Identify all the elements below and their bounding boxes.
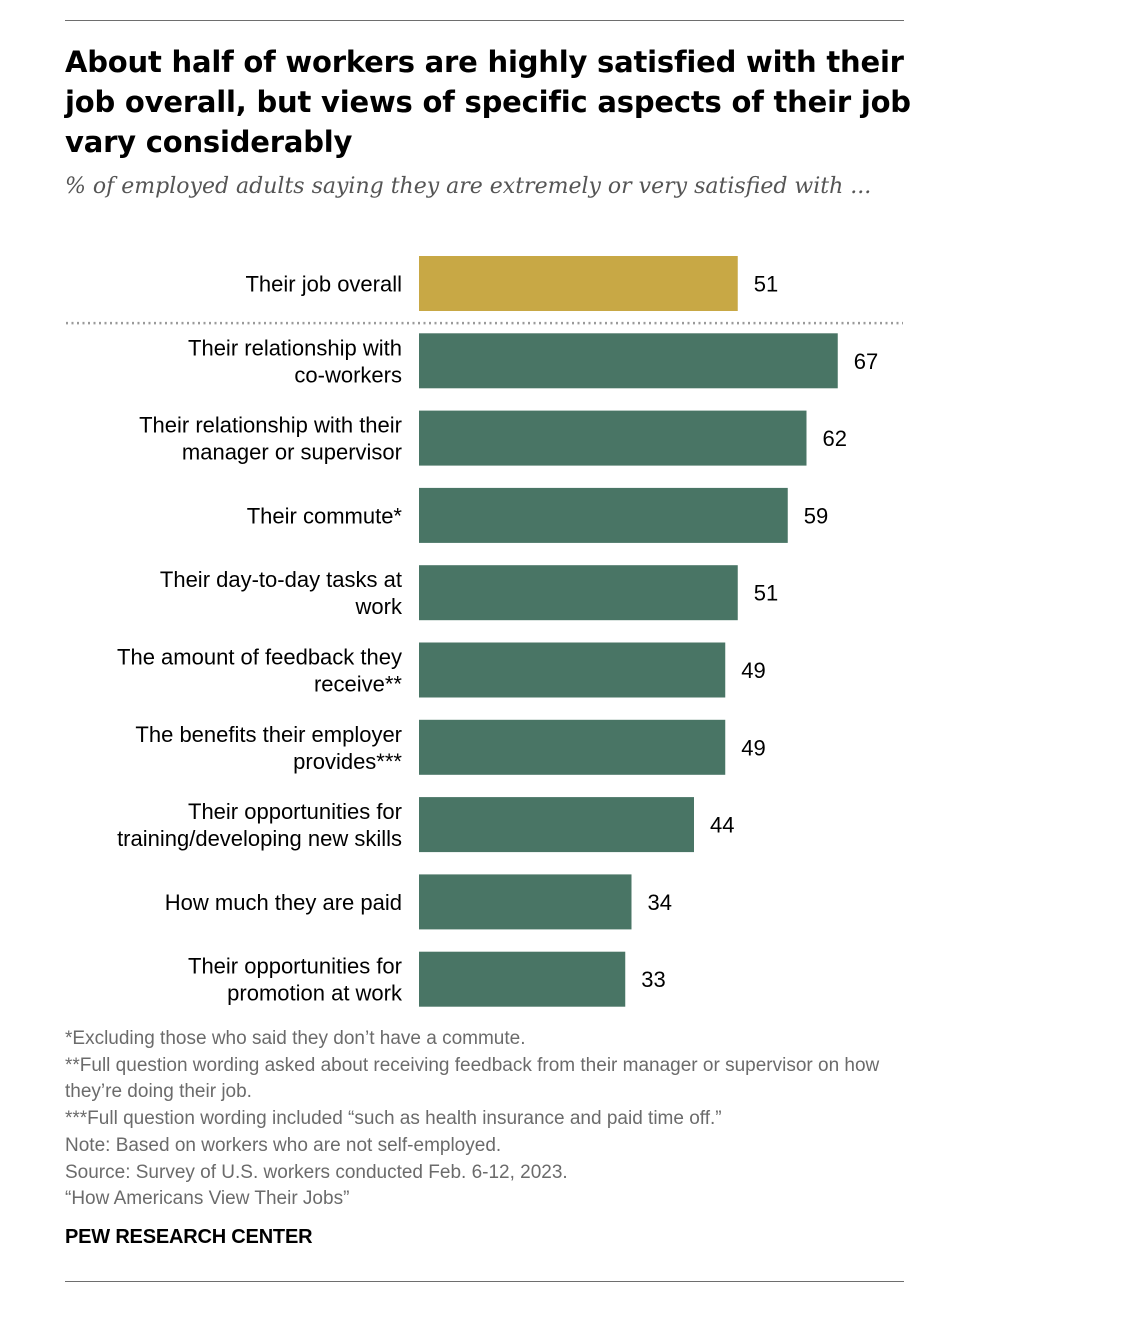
value-label-2: 62 (823, 426, 847, 451)
bar-9 (419, 951, 626, 1007)
value-label-4: 51 (754, 581, 778, 606)
category-label-2: Their relationship with their manager or … (139, 413, 402, 465)
footnote-benefits: ***Full question wording included “such … (65, 1108, 722, 1130)
source: Source: Survey of U.S. workers conducted… (65, 1161, 568, 1183)
top-rule (65, 20, 904, 21)
bar-2 (419, 410, 807, 466)
bar-0 (419, 256, 738, 311)
category-label-9: Their opportunities for promotion at work (188, 954, 403, 1006)
category-label-6: The benefits their employer provides*** (135, 722, 402, 774)
value-label-9: 33 (641, 967, 665, 992)
value-label-0: 51 (754, 272, 778, 297)
bottom-rule (65, 1281, 904, 1282)
bar-chart: 51 Their job overall 67 Their relationship … (66, 256, 903, 1007)
note: Note: Based on workers who are not self-… (65, 1134, 502, 1156)
bar-6 (419, 719, 726, 775)
bar-8 (419, 874, 632, 930)
category-label-0: Their job overall (245, 272, 402, 297)
chart-title: About half of workers are highly satisfi… (65, 45, 911, 159)
brand-logo-text: PEW RESEARCH CENTER (65, 1226, 313, 1248)
chart-subtitle: % of employed adults saying they are ext… (65, 174, 872, 199)
category-label-8: How much they are paid (165, 890, 402, 915)
value-label-8: 34 (648, 890, 672, 915)
category-label-4: Their day-to-day tasks at work (160, 567, 403, 619)
footnotes: *Excluding those who said they don’t hav… (65, 1026, 915, 1213)
footnote-commute: *Excluding those who said they don’t hav… (65, 1028, 526, 1049)
value-label-6: 49 (741, 735, 765, 760)
report-title: “How Americans View Their Jobs” (65, 1188, 350, 1210)
bar-5 (419, 642, 726, 698)
category-label-3: Their commute* (247, 503, 403, 528)
bar-3 (419, 487, 788, 543)
value-label-3: 59 (804, 503, 828, 528)
value-label-5: 49 (741, 658, 765, 683)
category-label-7: Their opportunities for training/developi… (117, 799, 402, 851)
bar-1 (419, 333, 838, 389)
value-label-7: 44 (710, 813, 734, 838)
category-label-1: Their relationship with co-workers (188, 335, 402, 387)
value-label-1: 67 (854, 349, 878, 374)
bar-7 (419, 797, 694, 853)
bar-4 (419, 565, 738, 621)
footnote-feedback: **Full question wording asked about rece… (65, 1054, 880, 1103)
category-label-5: The amount of feedback they receive** (117, 645, 402, 697)
